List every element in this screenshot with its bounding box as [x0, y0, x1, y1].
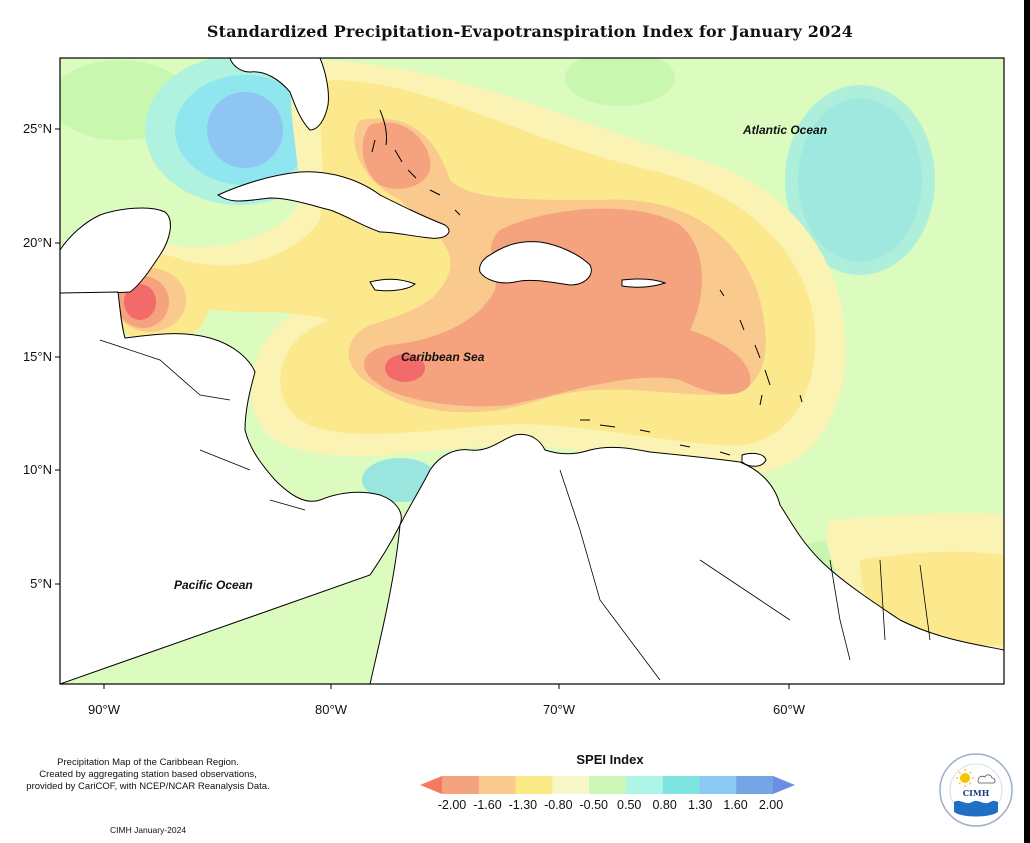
- land-jamaica: [369, 278, 416, 292]
- land-south-america: [369, 433, 1004, 684]
- water-icon: [954, 800, 998, 817]
- legend-tick-label: -2.00: [437, 798, 467, 812]
- axis-ticks: [55, 128, 790, 689]
- legend-swatch: [478, 776, 517, 794]
- lon-label-90: 90°W: [88, 702, 120, 717]
- country-borders: [99, 339, 931, 681]
- land-yucatan: [60, 207, 171, 296]
- footer-line-3: provided by CariCOF, with NCEP/NCAR Rean…: [26, 781, 270, 792]
- field-north-green: [565, 58, 675, 106]
- field-caribbean-red: [385, 354, 425, 382]
- credit-text: CIMH January-2024: [110, 825, 187, 835]
- lat-label-15: 15°N: [22, 349, 52, 364]
- border-south-america: [559, 469, 931, 681]
- legend-swatch: [662, 776, 700, 794]
- footer-line-2: Created by aggregating station based obs…: [39, 769, 257, 780]
- legend-tick-label: 0.50: [617, 798, 642, 812]
- lat-label-5: 5°N: [30, 576, 52, 591]
- sun-rays-icon: [956, 769, 974, 787]
- legend-tick-label: -0.50: [579, 798, 609, 812]
- legend-extend-low: [420, 776, 442, 794]
- border-central-america: [99, 339, 306, 511]
- lat-label-10: 10°N: [22, 462, 52, 477]
- cimh-logo: CIMH: [939, 753, 1013, 827]
- ocean-label-caribbean: Caribbean Sea: [401, 350, 485, 364]
- ocean-label-atlantic: Atlantic Ocean: [743, 123, 828, 137]
- field-gulf-blue: [207, 92, 283, 168]
- land-trinidad: [741, 452, 767, 467]
- legend-swatch: [625, 776, 664, 794]
- legend-swatch: [699, 776, 737, 794]
- land-hispaniola: [479, 241, 592, 286]
- legend-swatch: [552, 776, 590, 794]
- sun-icon: [960, 773, 970, 783]
- footer-line-1: Precipitation Map of the Caribbean Regio…: [57, 757, 239, 768]
- legend-tick-label: 0.80: [652, 798, 677, 812]
- map-frame: [59, 57, 1005, 685]
- lat-label-20: 20°N: [22, 235, 52, 250]
- map-title: Standardized Precipitation-Evapotranspir…: [206, 22, 854, 41]
- logo-text: CIMH: [963, 788, 990, 798]
- cloud-icon: [977, 774, 996, 784]
- legend-swatch: [515, 776, 553, 794]
- spei-field: [60, 58, 1004, 684]
- landmasses: [60, 58, 1004, 684]
- lon-label-60: 60°W: [773, 702, 805, 717]
- legend-tick-label: 1.30: [687, 798, 713, 812]
- field-caribbean-salmon: [363, 208, 751, 407]
- venezuela-islands: [580, 419, 731, 456]
- legend-title: SPEI Index: [576, 752, 644, 767]
- legend-swatch: [442, 776, 480, 794]
- field-atlantic-teal: [798, 98, 922, 262]
- small-islands: [371, 109, 803, 456]
- land-central-america: [60, 291, 402, 684]
- legend-tick-label: -0.80: [544, 798, 573, 812]
- legend-swatch: [589, 776, 627, 794]
- legend-swatch: [736, 776, 774, 794]
- legend-extend-high: [773, 776, 795, 794]
- bahamas-islands: [371, 109, 461, 216]
- footer-note: Precipitation Map of the Caribbean Regio…: [8, 757, 288, 793]
- land-florida: [229, 58, 329, 131]
- legend-tick-label: 2.00: [758, 798, 784, 812]
- ocean-label-pacific: Pacific Ocean: [174, 578, 253, 592]
- land-puerto-rico: [621, 278, 667, 288]
- land-cuba: [217, 171, 450, 239]
- legend-tick-label: -1.60: [473, 798, 502, 812]
- field-belize-red: [124, 284, 156, 320]
- lon-label-80: 80°W: [315, 702, 347, 717]
- legend-tick-label: 1.60: [723, 798, 748, 812]
- lesser-antilles: [719, 289, 803, 406]
- legend-tick-label: -1.30: [508, 798, 538, 812]
- legend-colorbar: [420, 776, 795, 794]
- lon-label-70: 70°W: [543, 702, 575, 717]
- field-bahamas-salmon: [362, 122, 431, 189]
- lat-label-25: 25°N: [22, 121, 52, 136]
